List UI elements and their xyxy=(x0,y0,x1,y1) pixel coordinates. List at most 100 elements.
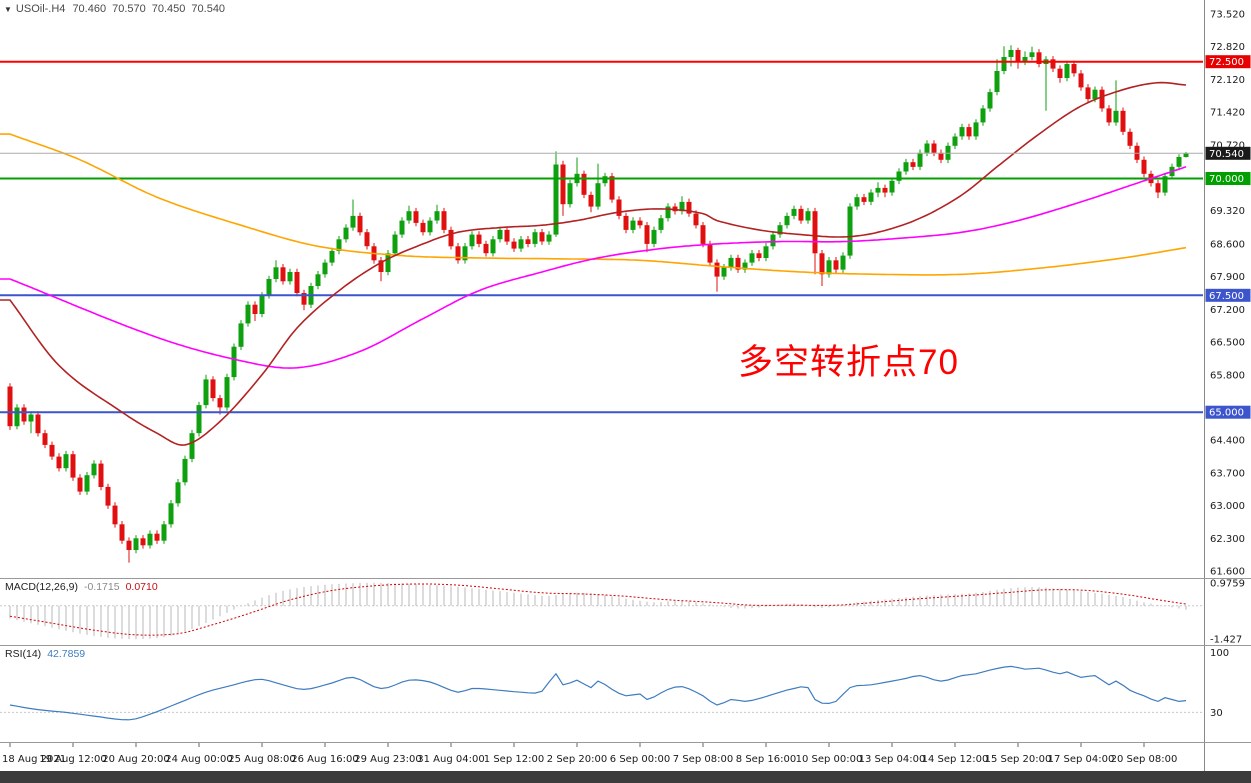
candle-body xyxy=(651,229,657,244)
candle-body xyxy=(847,206,853,256)
candle-body xyxy=(1085,87,1091,100)
time-axis-label: 14 Sep 12:00 xyxy=(922,754,989,765)
candle-body xyxy=(77,477,83,492)
candle-body xyxy=(658,218,664,230)
price-axis-label: 63.700 xyxy=(1210,468,1245,479)
level-price-badge-label: 65.000 xyxy=(1209,408,1244,419)
candle-body xyxy=(217,398,223,408)
candle-body xyxy=(763,246,769,258)
candle-body xyxy=(469,234,475,247)
time-axis-label: 24 Aug 00:00 xyxy=(165,754,232,765)
annotation-text: 多空转折点70 xyxy=(738,343,959,382)
moving-average-line-ma-fast-crimson xyxy=(0,81,1187,446)
candle-body xyxy=(910,162,916,167)
candle-body xyxy=(805,211,811,221)
candle-body xyxy=(679,201,685,212)
candle-body xyxy=(133,538,139,550)
candle-body xyxy=(791,208,797,216)
candle-body xyxy=(175,482,181,504)
candle-body xyxy=(637,220,643,226)
candle-body xyxy=(819,253,825,275)
candle-body xyxy=(63,454,69,469)
candle-body xyxy=(518,239,524,249)
candle-body xyxy=(630,220,636,230)
candle-body xyxy=(1176,157,1182,167)
time-axis-label: 20 Aug 20:00 xyxy=(102,754,169,765)
level-price-badge xyxy=(1205,405,1251,419)
candle-body xyxy=(931,143,937,153)
candle-body xyxy=(497,229,503,240)
rsi-name: RSI(14) xyxy=(5,648,42,660)
bid-price-badge-label: 70.540 xyxy=(1209,149,1244,160)
candle-body xyxy=(756,253,762,258)
candle-body xyxy=(686,201,692,214)
candle-body xyxy=(105,486,111,506)
candle-body xyxy=(959,127,965,137)
time-axis-label: 25 Aug 08:00 xyxy=(228,754,295,765)
candle-body xyxy=(875,187,881,193)
candle-body xyxy=(329,250,335,263)
time-axis-label: 29 Aug 23:00 xyxy=(354,754,421,765)
candle-body xyxy=(399,220,405,235)
candle-body xyxy=(483,243,489,254)
candle-body xyxy=(924,143,930,153)
macd-signal-line xyxy=(9,583,1187,636)
price-axis-label: 65.800 xyxy=(1210,370,1245,381)
candle-body xyxy=(252,304,258,314)
candle-body xyxy=(1078,73,1084,88)
price-axis-label: 67.900 xyxy=(1210,272,1245,283)
rsi-value: 42.7859 xyxy=(47,648,86,660)
candle-body xyxy=(147,533,153,546)
level-price-badge-label: 70.000 xyxy=(1209,174,1244,185)
time-axis-label: 8 Sep 16:00 xyxy=(736,754,796,765)
candle-body xyxy=(882,187,888,193)
candle-body xyxy=(1120,110,1126,132)
candle-body xyxy=(1015,50,1021,62)
price-axis-label: 61.600 xyxy=(1210,567,1245,578)
candle-body xyxy=(721,267,727,277)
price-axis-label: 70.720 xyxy=(1210,140,1245,151)
candle-body xyxy=(266,279,272,296)
candle-body xyxy=(581,173,587,195)
bottom-bar xyxy=(0,771,1251,783)
macd-name: MACD(12,26,9) xyxy=(5,581,78,593)
dropdown-triangle-icon[interactable]: ▼ xyxy=(4,5,12,14)
candle-body xyxy=(595,183,601,207)
candle-body xyxy=(1183,153,1189,157)
candle-body xyxy=(21,407,27,422)
candle-body xyxy=(301,293,307,305)
candle-body xyxy=(182,458,188,483)
candle-body xyxy=(812,211,818,254)
candle-body xyxy=(749,253,755,263)
candle-body xyxy=(714,262,720,277)
candle-body xyxy=(287,272,293,282)
candle-body xyxy=(490,239,496,254)
candle-body xyxy=(889,180,895,193)
candle-body xyxy=(154,533,160,541)
ohlc-open: 70.460 xyxy=(72,3,107,15)
candle-body xyxy=(119,524,125,541)
candle-body xyxy=(1064,64,1070,78)
candle-body xyxy=(1036,52,1042,64)
level-price-badge-label: 67.500 xyxy=(1209,291,1244,302)
time-axis-label: 7 Sep 08:00 xyxy=(673,754,733,765)
time-axis-label: 13 Sep 04:00 xyxy=(859,754,926,765)
time-axis-label: 18 Aug 2021 xyxy=(2,754,66,765)
candle-body xyxy=(14,407,20,427)
candle-body xyxy=(427,220,433,233)
candle-body xyxy=(238,323,244,347)
candle-body xyxy=(448,229,454,247)
ohlc-high: 70.570 xyxy=(112,3,146,15)
candle-body xyxy=(210,379,216,399)
candle-body xyxy=(434,211,440,221)
price-axis-label: 64.400 xyxy=(1210,436,1245,447)
level-price-badge xyxy=(1205,288,1251,302)
candle-body xyxy=(917,152,923,167)
candle-body xyxy=(28,414,34,422)
price-axis-label: 66.500 xyxy=(1210,338,1245,349)
candle-body xyxy=(588,194,594,207)
candle-body xyxy=(707,243,713,263)
macd-signal-value: 0.0710 xyxy=(125,581,158,593)
